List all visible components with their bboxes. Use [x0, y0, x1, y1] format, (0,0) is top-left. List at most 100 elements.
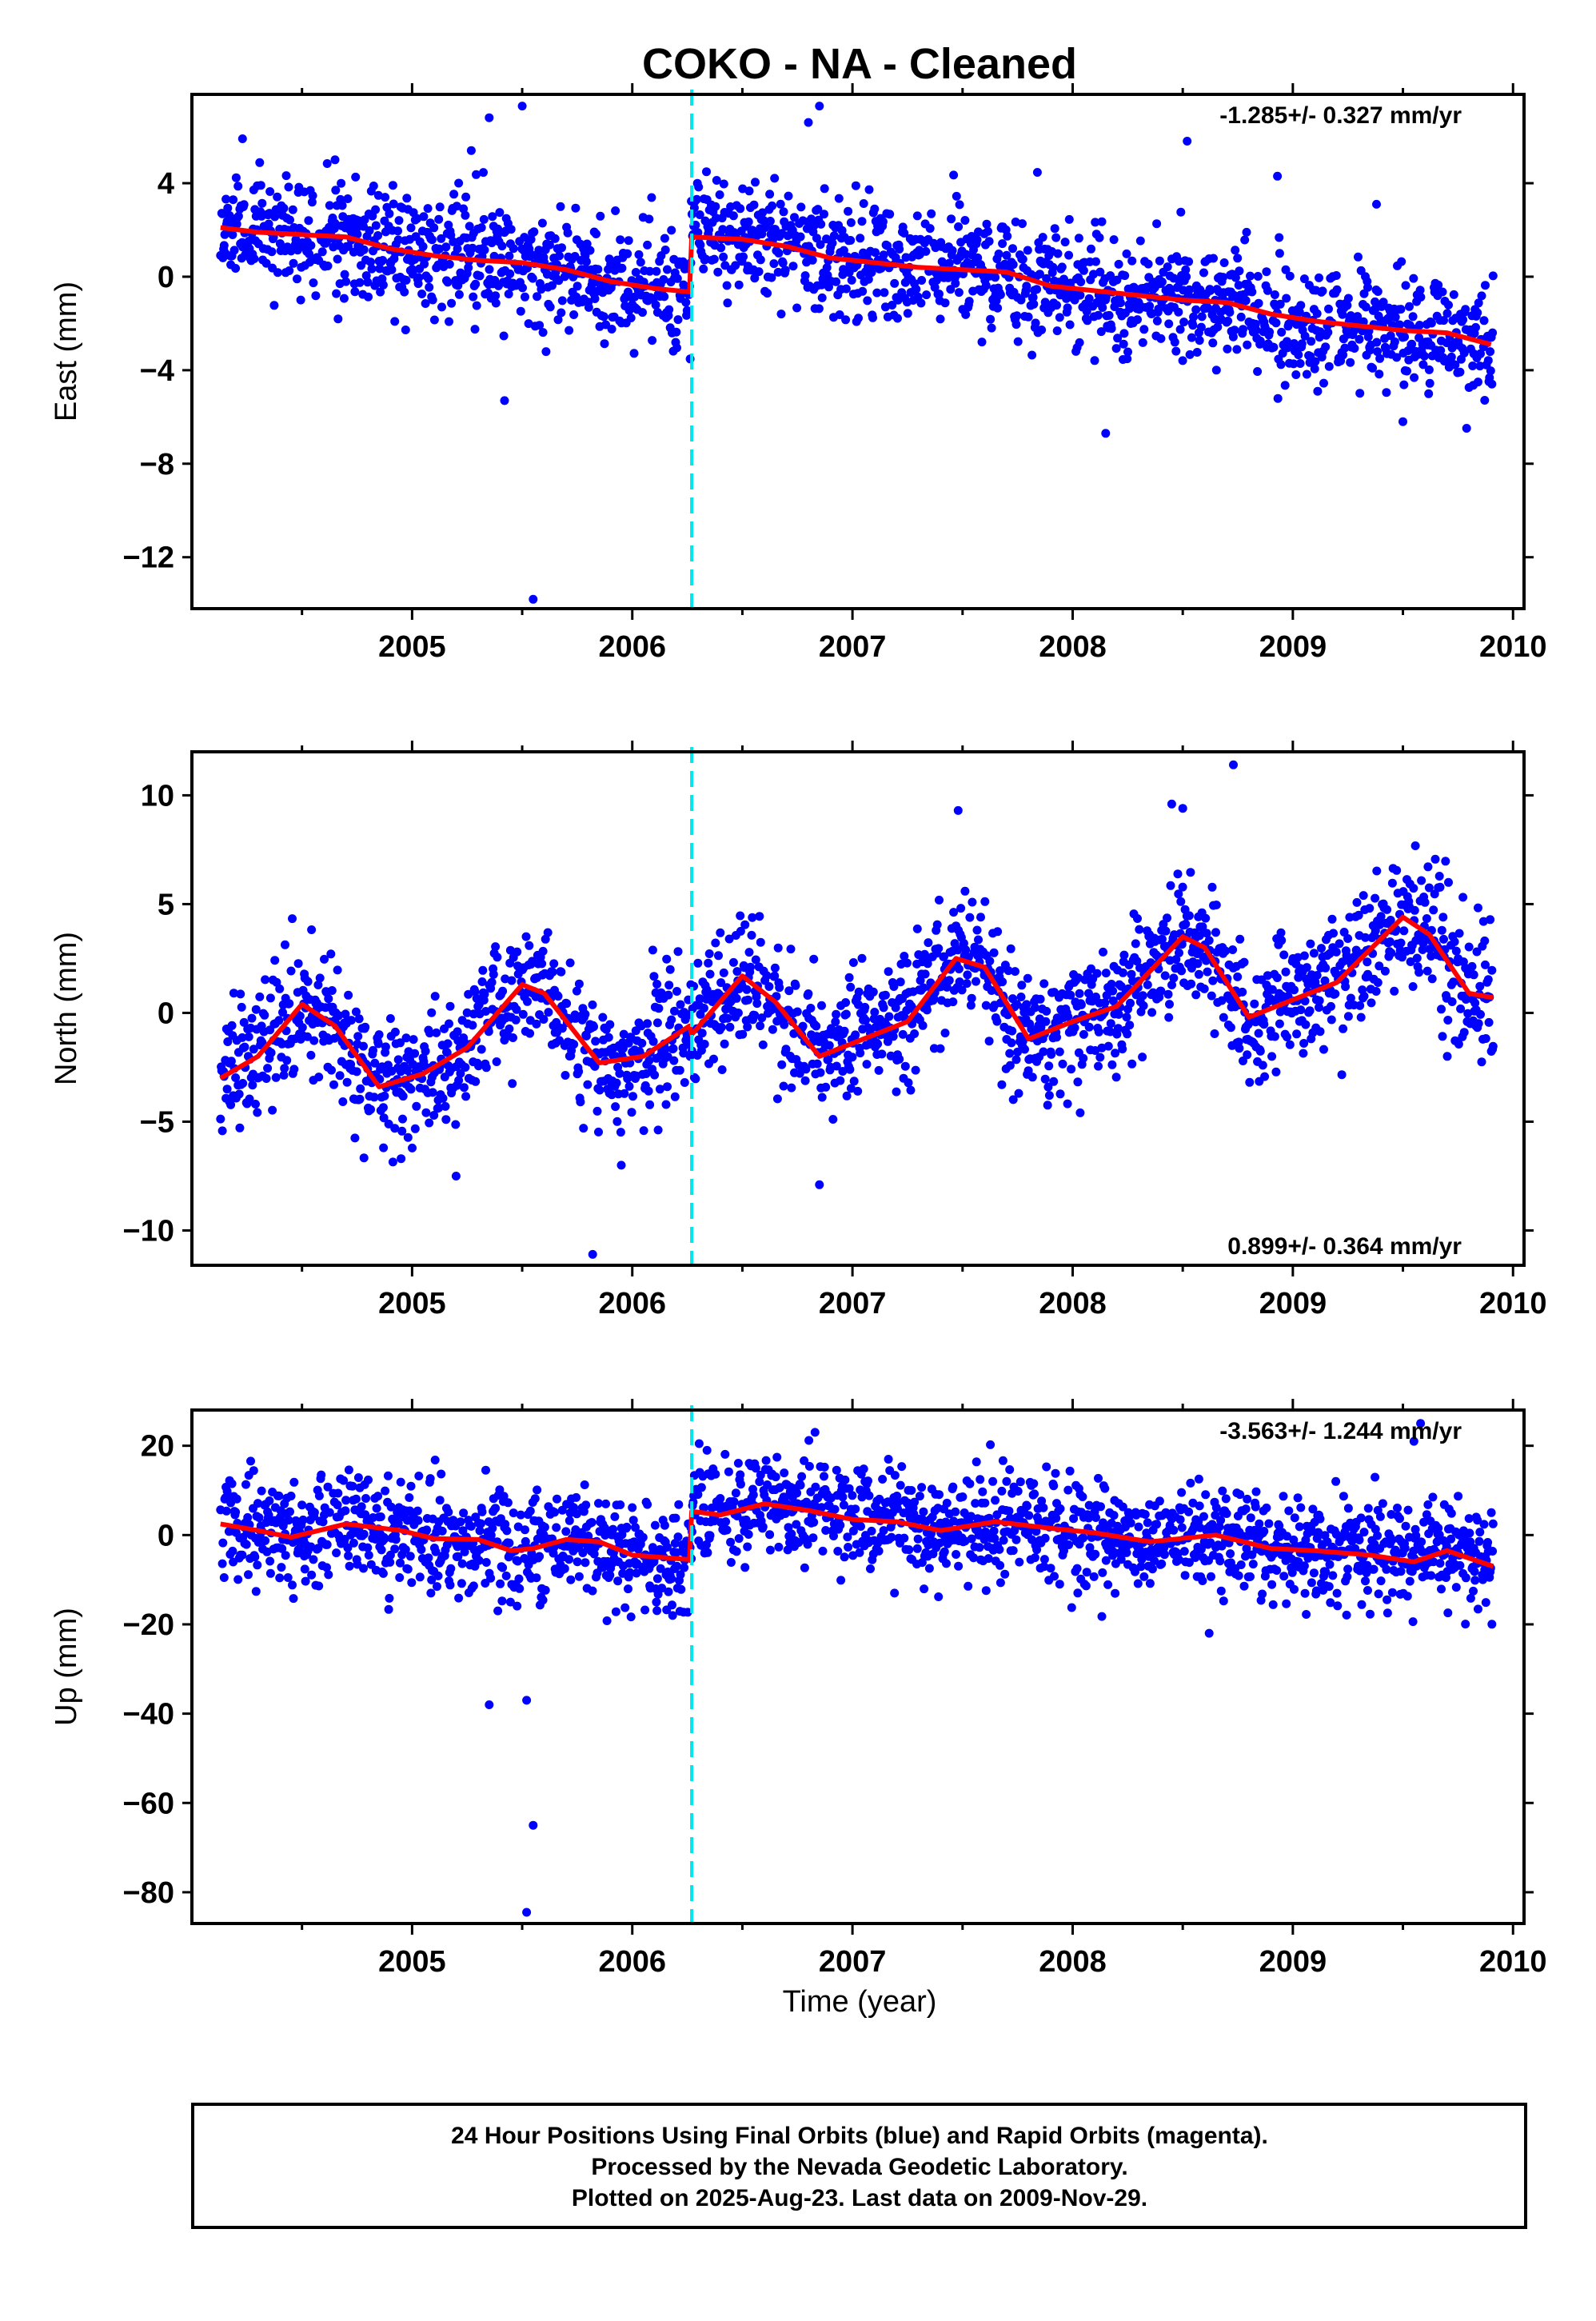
data-point — [744, 1530, 753, 1539]
data-point — [229, 195, 238, 205]
data-point — [946, 285, 956, 294]
data-point — [548, 281, 557, 290]
data-point — [1270, 1032, 1279, 1041]
data-point — [804, 989, 813, 998]
data-point — [271, 1073, 281, 1082]
data-point — [1125, 1021, 1135, 1030]
data-point — [738, 184, 748, 194]
data-point — [553, 992, 563, 1001]
data-point — [712, 214, 720, 223]
data-point — [779, 207, 788, 217]
data-point — [1480, 936, 1490, 945]
data-point — [1442, 309, 1452, 318]
data-point — [553, 1494, 561, 1504]
data-point — [1181, 265, 1191, 274]
data-point — [1087, 964, 1095, 973]
data-point — [557, 296, 567, 306]
data-point — [441, 1101, 450, 1111]
data-point — [714, 951, 723, 961]
data-point — [709, 254, 719, 264]
data-point — [326, 949, 336, 959]
data-point — [732, 1512, 742, 1520]
data-point — [661, 1100, 671, 1109]
data-point — [451, 1120, 461, 1129]
data-point — [535, 321, 545, 330]
data-point — [1434, 280, 1443, 290]
data-point — [626, 314, 636, 322]
data-point — [509, 1508, 518, 1518]
data-point — [1055, 1089, 1065, 1099]
data-point — [1247, 287, 1257, 297]
data-point — [1324, 304, 1333, 314]
data-point — [590, 1061, 600, 1071]
data-point — [1197, 312, 1207, 322]
data-point — [1007, 1038, 1016, 1048]
data-point — [1405, 302, 1414, 311]
data-point — [1254, 298, 1263, 308]
data-point — [1476, 1009, 1485, 1019]
data-point — [1262, 267, 1271, 277]
data-point — [391, 1535, 401, 1544]
data-point — [325, 201, 334, 210]
data-point — [1095, 1053, 1105, 1062]
data-point — [1075, 290, 1085, 300]
data-point — [987, 323, 996, 333]
data-point — [386, 1502, 396, 1512]
data-point — [1118, 1045, 1127, 1054]
data-point — [1391, 313, 1400, 322]
data-point — [800, 1456, 809, 1465]
data-point — [1282, 294, 1291, 303]
data-point — [1219, 258, 1229, 267]
data-point — [557, 308, 566, 318]
data-point — [681, 298, 691, 307]
data-point — [804, 1461, 814, 1471]
data-point — [844, 1484, 854, 1493]
x-tick-label: 2010 — [1479, 1287, 1547, 1320]
data-point — [697, 1029, 707, 1038]
data-point — [341, 1496, 351, 1505]
data-point — [811, 1482, 820, 1492]
data-point — [1339, 928, 1349, 937]
data-point — [803, 1540, 812, 1549]
data-point — [634, 250, 644, 259]
data-point — [307, 925, 317, 934]
data-point — [731, 1488, 740, 1498]
data-point — [497, 242, 507, 251]
data-point — [844, 973, 854, 982]
data-point — [557, 243, 566, 253]
data-point — [1424, 389, 1434, 398]
data-point — [1106, 1027, 1115, 1037]
data-point — [539, 1015, 549, 1024]
data-point — [998, 977, 1007, 987]
data-point — [664, 305, 674, 314]
data-point — [403, 1066, 412, 1075]
data-point — [848, 1491, 857, 1500]
data-point — [924, 938, 933, 948]
data-point — [313, 981, 323, 989]
data-point — [765, 1545, 775, 1555]
data-point — [890, 1588, 900, 1598]
data-point — [1011, 320, 1021, 330]
data-point — [557, 1024, 567, 1033]
data-point — [461, 1063, 470, 1072]
data-point — [459, 1508, 469, 1518]
outlier-point — [1101, 429, 1111, 438]
data-point — [922, 1005, 932, 1015]
data-point — [465, 222, 474, 231]
data-point — [513, 947, 522, 957]
data-point — [653, 1125, 663, 1135]
data-point — [652, 1597, 661, 1607]
data-point — [452, 202, 461, 211]
data-point — [296, 295, 305, 305]
data-point — [755, 1477, 764, 1487]
data-point — [1327, 914, 1337, 924]
data-point — [1097, 217, 1107, 226]
data-point — [1182, 272, 1191, 282]
data-point — [481, 1465, 490, 1475]
data-point — [893, 1497, 903, 1507]
data-point — [400, 287, 409, 297]
data-point — [1192, 348, 1202, 357]
data-point — [982, 219, 992, 229]
data-point — [1030, 1003, 1039, 1013]
